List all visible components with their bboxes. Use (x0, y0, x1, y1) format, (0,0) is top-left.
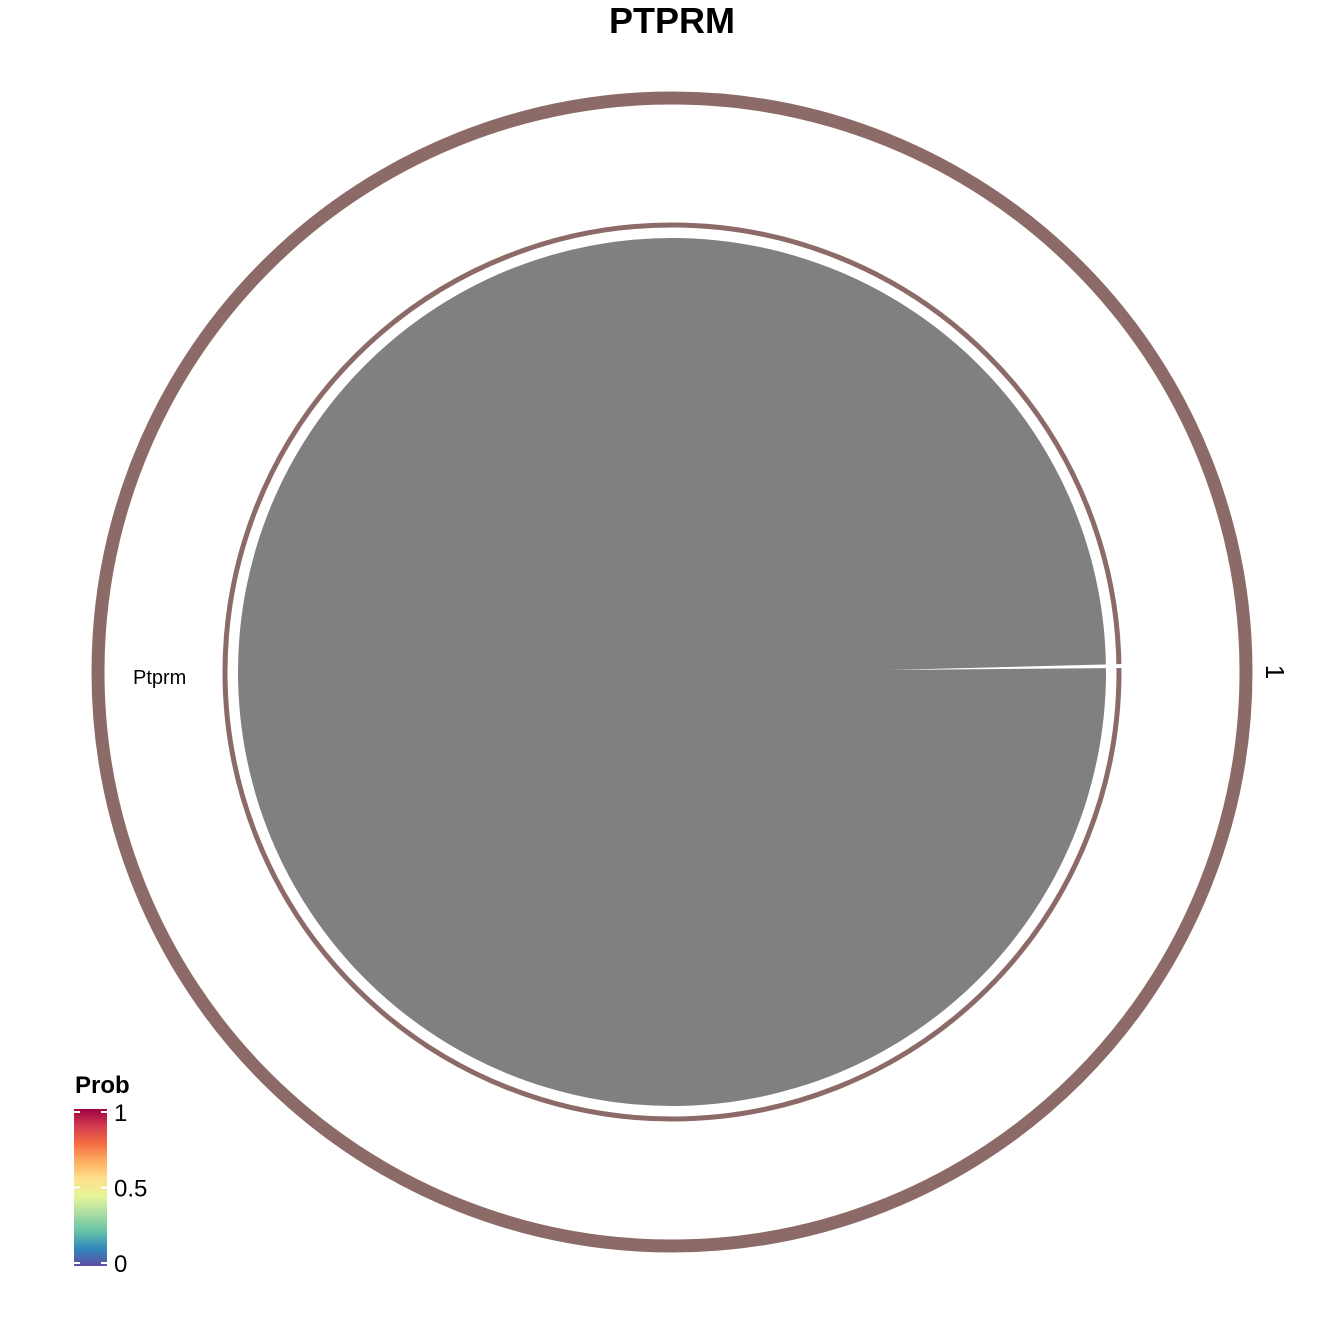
legend-ticks: 10.50 (74, 1100, 147, 1278)
group-track-ring (91, 91, 1253, 1253)
chord-link-gap (888, 664, 1124, 670)
node-label-ptprm: Ptprm (133, 667, 186, 689)
legend-tick-label: 1 (114, 1100, 127, 1127)
node-track-ring (222, 222, 1122, 1122)
legend-tick-label: 0 (114, 1251, 127, 1278)
legend-title: Prob (75, 1072, 130, 1099)
group-label: 1 (1260, 665, 1290, 679)
chart-title: PTPRM (609, 0, 735, 41)
legend-tick-label: 0.5 (114, 1176, 147, 1203)
chord-link (238, 238, 1106, 1106)
